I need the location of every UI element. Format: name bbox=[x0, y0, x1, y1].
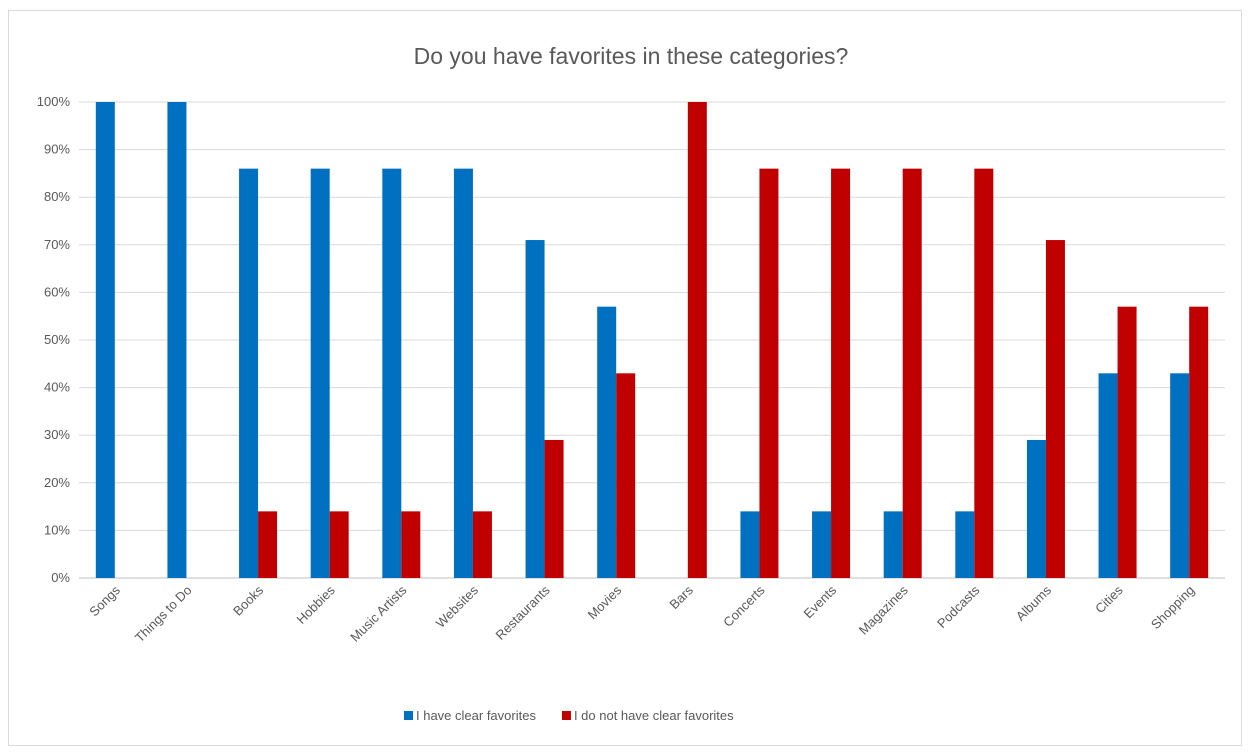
bar-clear-favorites bbox=[95, 102, 115, 578]
bar-no-clear-favorites bbox=[1045, 240, 1065, 579]
bar-clear-favorites bbox=[812, 511, 832, 578]
bar-no-clear-favorites bbox=[258, 511, 278, 578]
x-category-label: Concerts bbox=[720, 582, 768, 630]
y-axis: 0% 10% 20% 30% 40% 50% 60% 70% 80% 90% 100% bbox=[37, 94, 71, 585]
y-tick-label: 40% bbox=[44, 380, 70, 395]
x-category-label: Songs bbox=[86, 582, 123, 619]
y-tick-label: 60% bbox=[44, 284, 70, 299]
bar-no-clear-favorites bbox=[329, 511, 349, 578]
bar-clear-favorites bbox=[382, 168, 402, 578]
bar-no-clear-favorites bbox=[687, 102, 707, 578]
bar-no-clear-favorites bbox=[401, 511, 421, 578]
bar-clear-favorites bbox=[1026, 439, 1046, 578]
bar-no-clear-favorites bbox=[831, 168, 851, 578]
chart-title: Do you have favorites in these categorie… bbox=[414, 43, 849, 69]
legend-label: I have clear favorites bbox=[416, 708, 536, 723]
bar-no-clear-favorites bbox=[472, 511, 492, 578]
legend: I have clear favorites I do not have clea… bbox=[404, 708, 734, 723]
x-category-label: Magazines bbox=[856, 582, 911, 637]
y-tick-label: 100% bbox=[37, 94, 71, 109]
legend-label: I do not have clear favorites bbox=[574, 708, 734, 723]
bar-clear-favorites bbox=[525, 240, 545, 579]
bar-clear-favorites bbox=[453, 168, 473, 578]
legend-swatch bbox=[561, 711, 571, 720]
x-category-label: Events bbox=[800, 582, 839, 621]
y-tick-label: 20% bbox=[44, 475, 70, 490]
bar-no-clear-favorites bbox=[902, 168, 922, 578]
bar-clear-favorites bbox=[955, 511, 975, 578]
y-tick-label: 50% bbox=[44, 332, 70, 347]
chart-frame: Do you have favorites in these categorie… bbox=[8, 10, 1242, 746]
x-category-label: Books bbox=[230, 582, 267, 619]
x-category-label: Podcasts bbox=[934, 582, 983, 631]
bar-clear-favorites bbox=[883, 511, 903, 578]
bar-clear-favorites bbox=[740, 511, 760, 578]
x-category-label: Websites bbox=[433, 582, 482, 631]
x-category-label: Music Artists bbox=[347, 582, 410, 645]
bar-clear-favorites bbox=[239, 168, 259, 578]
bar-clear-favorites bbox=[167, 102, 187, 578]
x-category-label: Bars bbox=[666, 582, 696, 612]
bar-no-clear-favorites bbox=[759, 168, 779, 578]
x-category-label: Movies bbox=[585, 582, 625, 622]
bar-no-clear-favorites bbox=[544, 439, 564, 578]
y-tick-label: 90% bbox=[44, 142, 70, 157]
bar-no-clear-favorites bbox=[1117, 306, 1137, 578]
x-category-label: Hobbies bbox=[293, 582, 338, 627]
x-category-label: Shopping bbox=[1148, 583, 1197, 632]
bars bbox=[95, 102, 1209, 579]
bar-clear-favorites bbox=[1170, 373, 1190, 578]
bar-no-clear-favorites bbox=[1189, 306, 1209, 578]
y-tick-label: 10% bbox=[44, 522, 70, 537]
x-category-label: Cities bbox=[1092, 582, 1126, 616]
x-category-label: Restaurants bbox=[493, 582, 554, 643]
bar-no-clear-favorites bbox=[616, 373, 636, 578]
bar-clear-favorites bbox=[597, 306, 617, 578]
y-tick-label: 80% bbox=[44, 189, 70, 204]
x-axis: Songs Things to Do Books Hobbies Music Artis… bbox=[86, 582, 1197, 645]
bar-clear-favorites bbox=[1098, 373, 1118, 578]
legend-swatch bbox=[404, 711, 413, 720]
y-tick-label: 70% bbox=[44, 237, 70, 252]
bar-chart: Do you have favorites in these categorie… bbox=[37, 43, 1225, 723]
bar-clear-favorites bbox=[310, 168, 330, 578]
bar-no-clear-favorites bbox=[974, 168, 994, 578]
x-category-label: Things to Do bbox=[132, 583, 195, 646]
x-category-label: Albums bbox=[1013, 582, 1055, 624]
y-tick-label: 30% bbox=[44, 427, 70, 442]
y-tick-label: 0% bbox=[51, 570, 70, 585]
